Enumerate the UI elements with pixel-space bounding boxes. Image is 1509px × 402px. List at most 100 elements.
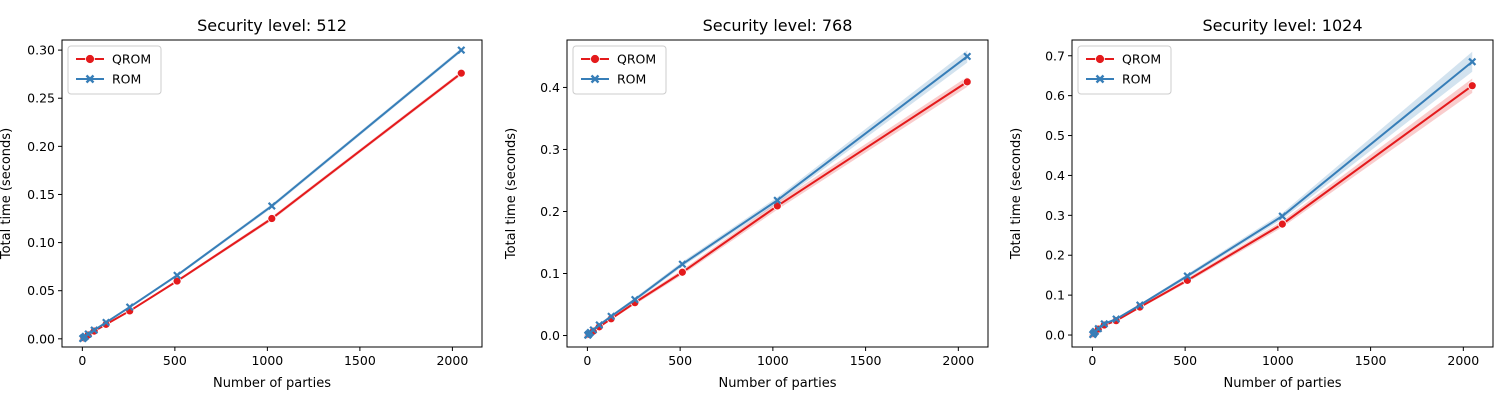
data-point bbox=[172, 276, 182, 286]
x-tick-label: 1000 bbox=[757, 353, 789, 368]
legend-label: QROM bbox=[617, 52, 656, 67]
x-tick-label: 2000 bbox=[942, 353, 974, 368]
y-tick-label: 0.30 bbox=[27, 43, 55, 58]
y-tick-label: 0.0 bbox=[540, 328, 560, 343]
y-tick-label: 0.00 bbox=[27, 331, 55, 346]
data-point bbox=[962, 77, 972, 87]
y-tick-label: 0.25 bbox=[27, 91, 55, 106]
data-point bbox=[630, 295, 639, 304]
data-point bbox=[677, 267, 687, 277]
y-tick-label: 0.2 bbox=[540, 204, 560, 219]
y-tick-label: 0.1 bbox=[540, 266, 560, 281]
legend-marker bbox=[590, 74, 600, 84]
data-point bbox=[1135, 301, 1144, 310]
panel-3: Security level: 1024 0 500 1000 1500 2000 0.0 0… bbox=[1009, 16, 1494, 391]
data-point bbox=[773, 196, 782, 205]
data-point bbox=[267, 202, 276, 210]
y-axis-label: Total time (seconds) bbox=[1009, 128, 1024, 260]
x-tick-label: 1000 bbox=[251, 353, 283, 368]
confidence-band bbox=[1092, 78, 1473, 336]
data-point bbox=[125, 303, 134, 312]
x-tick-label: 1500 bbox=[850, 353, 882, 368]
y-tick-label: 0.4 bbox=[540, 80, 560, 95]
data-point bbox=[678, 260, 687, 269]
x-axis-label: Number of parties bbox=[718, 376, 836, 391]
y-tick-label: 0.5 bbox=[1045, 128, 1065, 143]
data-point bbox=[90, 326, 99, 335]
legend-label: QROM bbox=[1122, 52, 1161, 67]
x-tick-label: 2000 bbox=[1447, 353, 1479, 368]
data-point bbox=[1277, 219, 1287, 229]
data-point bbox=[963, 52, 972, 61]
plot-frame bbox=[61, 39, 483, 348]
x-tick-label: 2000 bbox=[436, 353, 468, 368]
x-axis-label: Number of parties bbox=[1223, 376, 1341, 391]
series-qrom bbox=[583, 76, 972, 340]
legend-marker bbox=[85, 74, 95, 84]
chart-title: Security level: 1024 bbox=[1202, 16, 1362, 35]
y-tick-label: 0.20 bbox=[27, 139, 55, 154]
data-point bbox=[456, 68, 466, 78]
data-point bbox=[607, 312, 616, 321]
chart-title: Security level: 512 bbox=[197, 16, 347, 35]
x-tick-label: 500 bbox=[1173, 353, 1197, 368]
data-point bbox=[84, 330, 93, 338]
data-point bbox=[772, 201, 782, 211]
data-point bbox=[1467, 81, 1477, 91]
panel-2: Security level: 768 0 500 1000 1500 2000 0.0 0.… bbox=[504, 16, 989, 391]
plot-frame bbox=[1071, 39, 1494, 348]
series-rom bbox=[583, 50, 972, 340]
series-rom bbox=[78, 46, 466, 343]
panel-1: Security level: 512 0 500 1000 1500 2000 0.00 0… bbox=[0, 16, 483, 391]
x-tick-label: 1500 bbox=[344, 353, 376, 368]
series-rom bbox=[1088, 51, 1477, 339]
x-tick-label: 500 bbox=[668, 353, 692, 368]
x-tick-label: 1000 bbox=[1262, 353, 1294, 368]
y-tick-label: 0.10 bbox=[27, 235, 55, 250]
chart-title: Security level: 768 bbox=[703, 16, 853, 35]
data-point bbox=[267, 214, 277, 223]
y-axis-label: Total time (seconds) bbox=[504, 128, 519, 260]
plot-frame bbox=[566, 39, 989, 348]
y-tick-label: 0.15 bbox=[27, 187, 55, 202]
y-tick-label: 0.0 bbox=[1045, 328, 1065, 343]
legend-label: ROM bbox=[617, 72, 646, 87]
data-point bbox=[1183, 272, 1192, 280]
data-point bbox=[457, 46, 466, 55]
y-tick-label: 0.6 bbox=[1045, 88, 1065, 103]
legend-marker bbox=[590, 54, 600, 64]
legend-marker bbox=[1095, 74, 1105, 84]
legend-marker bbox=[85, 54, 95, 64]
x-tick-label: 0 bbox=[583, 353, 591, 368]
legend-label: ROM bbox=[1122, 72, 1151, 87]
legend: QROM ROM bbox=[572, 45, 667, 95]
y-tick-label: 0.3 bbox=[540, 142, 560, 157]
y-tick-label: 0.05 bbox=[27, 283, 55, 298]
legend-marker bbox=[1095, 54, 1105, 64]
legend-label: QROM bbox=[112, 52, 151, 67]
x-tick-label: 1500 bbox=[1355, 353, 1387, 368]
x-tick-label: 0 bbox=[78, 353, 86, 368]
data-point bbox=[173, 271, 182, 280]
data-point bbox=[1468, 57, 1477, 66]
y-tick-label: 0.2 bbox=[1045, 248, 1065, 263]
data-point bbox=[1278, 212, 1287, 221]
data-point bbox=[595, 321, 604, 329]
x-tick-label: 500 bbox=[163, 353, 187, 368]
x-axis-label: Number of parties bbox=[213, 376, 331, 391]
y-tick-label: 0.3 bbox=[1045, 208, 1065, 223]
data-point bbox=[1100, 319, 1109, 328]
y-tick-label: 0.1 bbox=[1045, 288, 1065, 303]
legend: QROM ROM bbox=[67, 45, 162, 95]
legend-label: ROM bbox=[112, 72, 141, 87]
y-axis-label: Total time (seconds) bbox=[0, 128, 14, 260]
legend: QROM ROM bbox=[1077, 45, 1172, 95]
data-point bbox=[1112, 315, 1121, 324]
data-point bbox=[589, 325, 598, 334]
data-point bbox=[1094, 324, 1103, 333]
y-tick-label: 0.7 bbox=[1045, 48, 1065, 63]
y-tick-label: 0.4 bbox=[1045, 168, 1065, 183]
x-tick-label: 0 bbox=[1088, 353, 1096, 368]
data-point bbox=[102, 318, 111, 327]
